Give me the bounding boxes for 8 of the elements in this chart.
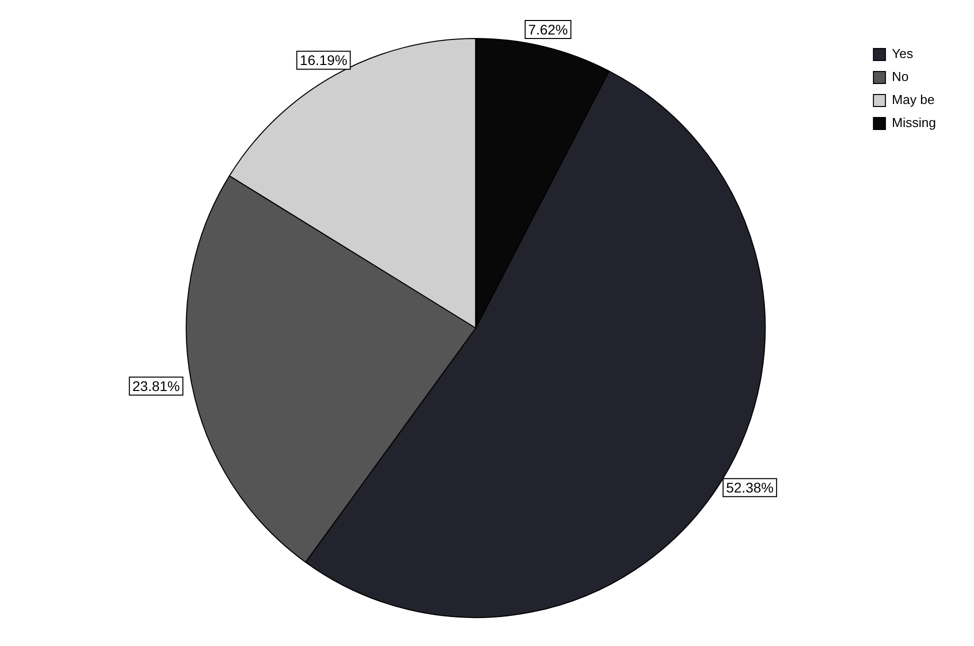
legend-label: May be (892, 92, 935, 108)
data-label: 16.19% (300, 52, 348, 68)
legend-label: Yes (892, 46, 914, 62)
data-label: 52.38% (726, 480, 774, 496)
legend-label: No (892, 69, 909, 84)
data-label: 23.81% (132, 378, 180, 394)
data-label: 7.62% (528, 21, 568, 38)
legend-label: Missing (892, 115, 936, 130)
